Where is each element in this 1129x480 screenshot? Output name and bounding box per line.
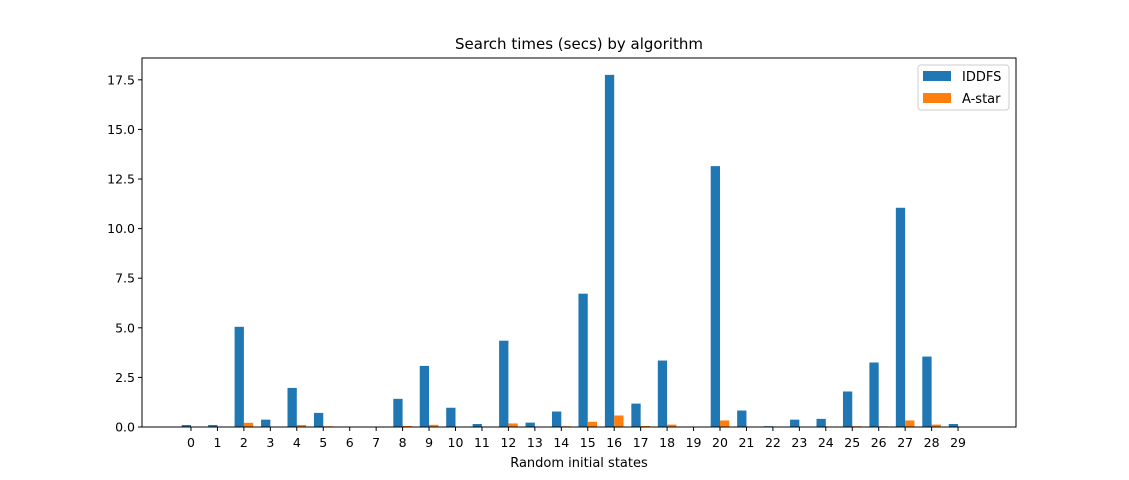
x-tick-label: 15	[580, 435, 596, 450]
x-tick-label: 21	[738, 435, 754, 450]
bar-iddfs-29	[948, 424, 959, 427]
x-tick-label: 20	[712, 435, 728, 450]
y-tick-label: 2.5	[115, 370, 135, 385]
bar-iddfs-20	[710, 166, 720, 427]
bar-iddfs-0	[181, 425, 191, 427]
x-tick-label: 9	[425, 435, 433, 450]
bar-iddfs-4	[287, 387, 297, 427]
x-tick-label: 5	[319, 435, 327, 450]
x-tick-label: 7	[372, 435, 380, 450]
bar-iddfs-8	[393, 398, 403, 427]
x-tick-label: 17	[633, 435, 649, 450]
y-tick-label: 10.0	[107, 221, 135, 236]
bar-iddfs-3	[261, 419, 271, 427]
x-tick-label: 11	[474, 435, 490, 450]
bar-iddfs-18	[657, 360, 668, 427]
bar-a-star-16	[614, 415, 624, 427]
bar-a-star-2	[243, 422, 254, 427]
x-axis-label: Random initial states	[510, 456, 648, 471]
bar-iddfs-5	[313, 412, 324, 427]
x-tick-label: 2	[240, 435, 248, 450]
y-tick-label: 7.5	[115, 271, 135, 286]
x-tick-label: 23	[791, 435, 807, 450]
bar-iddfs-21	[737, 410, 747, 427]
x-tick-label: 18	[659, 435, 675, 450]
bar-iddfs-10	[446, 407, 456, 427]
bar-a-star-18	[667, 424, 677, 427]
legend-swatch-iddfs	[923, 71, 951, 81]
y-tick-label: 17.5	[107, 72, 135, 87]
x-tick-label: 27	[897, 435, 913, 450]
bar-iddfs-17	[631, 403, 641, 427]
bar-iddfs-28	[922, 356, 932, 427]
x-tick-label: 4	[293, 435, 301, 450]
bar-a-star-20	[720, 420, 730, 427]
bar-iddfs-9	[419, 365, 430, 427]
x-tick-label: 26	[871, 435, 887, 450]
bars-layer	[181, 74, 959, 428]
plot-frame	[141, 57, 1017, 428]
bar-a-star-28	[931, 424, 941, 427]
y-axis: 0.0 2.5 5.0 7.5 10.0 12.5 15.0 17.5	[107, 72, 142, 435]
bar-a-star-27	[905, 420, 915, 427]
x-tick-label: 29	[950, 435, 966, 450]
bar-iddfs-1	[208, 425, 218, 427]
x-tick-label: 25	[844, 435, 860, 450]
bar-iddfs-14	[552, 411, 562, 427]
x-tick-label: 22	[765, 435, 781, 450]
bar-a-star-12	[508, 423, 518, 427]
bar-a-star-4	[296, 425, 307, 427]
bar-iddfs-2	[234, 326, 244, 427]
bar-iddfs-12	[499, 340, 509, 427]
x-tick-label: 16	[606, 435, 622, 450]
x-tick-label: 10	[448, 435, 464, 450]
x-tick-label: 1	[213, 435, 221, 450]
bar-iddfs-15	[578, 293, 588, 427]
x-tick-label: 13	[527, 435, 543, 450]
x-tick-label: 6	[346, 435, 354, 450]
y-tick-label: 5.0	[115, 320, 135, 335]
bar-iddfs-23	[790, 419, 800, 427]
x-tick-label: 8	[399, 435, 407, 450]
legend-swatch-a-star	[923, 93, 951, 103]
x-tick-label: 3	[266, 435, 274, 450]
bar-iddfs-11	[472, 424, 482, 427]
y-tick-label: 15.0	[107, 122, 135, 137]
legend-label-a-star: A-star	[962, 92, 1001, 107]
bar-iddfs-25	[842, 391, 853, 427]
x-tick-label: 14	[553, 435, 569, 450]
x-tick-label: 19	[686, 435, 702, 450]
bar-a-star-15	[587, 421, 598, 427]
bar-iddfs-16	[604, 74, 615, 428]
bar-iddfs-24	[816, 418, 826, 427]
x-tick-label: 12	[500, 435, 516, 450]
bar-iddfs-13	[525, 422, 535, 427]
x-axis: 0 1 2 3 4 5 6 7 8 9 10 11 12 13 14 15 16 17 18 19 20 21 22 23 24…	[187, 427, 966, 450]
x-tick-label: 0	[187, 435, 195, 450]
y-tick-label: 0.0	[115, 420, 135, 435]
y-tick-label: 12.5	[107, 172, 135, 187]
legend: IDDFS A-star	[917, 64, 1010, 111]
bar-iddfs-27	[895, 207, 906, 427]
chart-title: Search times (secs) by algorithm	[455, 35, 703, 53]
bar-a-star-9	[429, 424, 439, 427]
legend-label-iddfs: IDDFS	[962, 70, 1001, 85]
bar-iddfs-26	[869, 362, 879, 427]
x-tick-label: 24	[818, 435, 834, 450]
x-tick-label: 28	[924, 435, 940, 450]
